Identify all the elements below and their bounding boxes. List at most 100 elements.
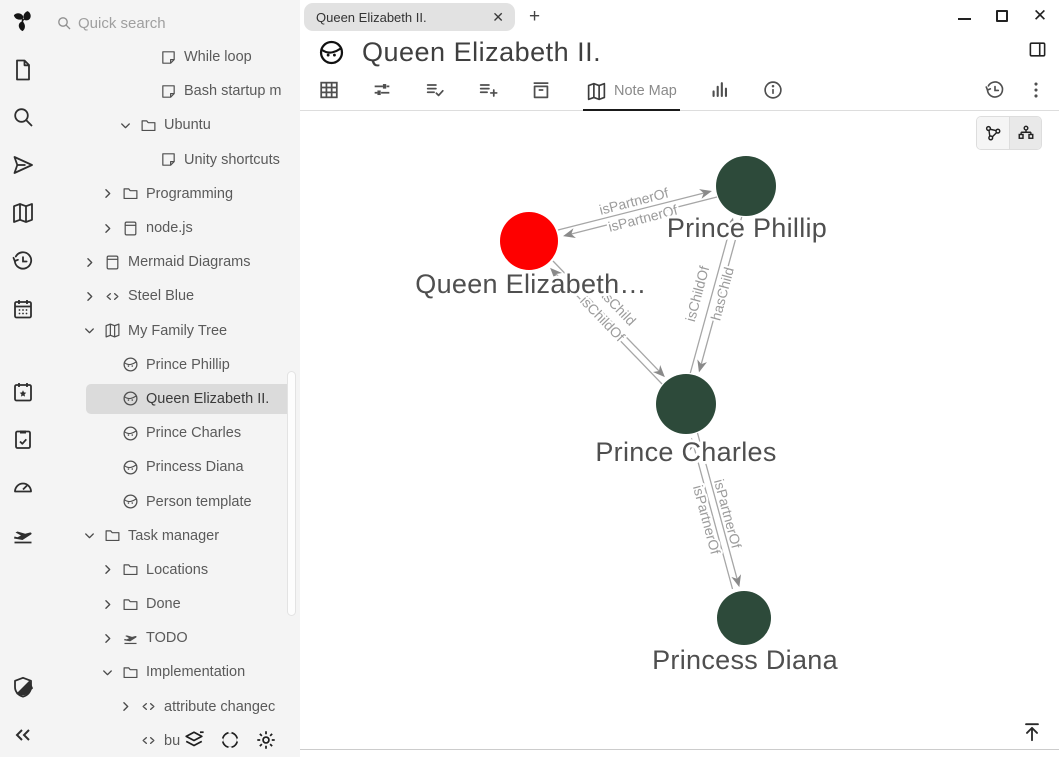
tree-item-attribute-changec[interactable]: attribute changec	[46, 690, 300, 724]
calendar-icon[interactable]	[11, 297, 35, 321]
collapse-pane-icon[interactable]	[11, 723, 35, 747]
analytics-icon[interactable]	[709, 79, 733, 103]
tree-item-programming[interactable]: Programming	[46, 177, 300, 211]
owned-attributes-icon[interactable]	[424, 79, 448, 103]
tree-item-label: While loop	[184, 49, 252, 66]
chevron-down-icon[interactable]	[100, 665, 122, 680]
chevron-right-icon[interactable]	[100, 186, 122, 201]
tree-item-locations[interactable]: Locations	[46, 553, 300, 587]
tree-item-prince-phillip[interactable]: Prince Phillip	[46, 348, 300, 382]
tree-scrollbar[interactable]	[288, 372, 295, 615]
task-list-icon[interactable]	[11, 427, 35, 451]
node-label-prince-charles: Prince Charles	[595, 437, 776, 467]
chevron-down-icon[interactable]	[118, 118, 140, 133]
chevron-right-icon[interactable]	[100, 597, 122, 612]
tab-close-icon[interactable]: ✕	[492, 8, 504, 25]
tree-item-label: Mermaid Diagrams	[128, 254, 251, 271]
note-icon	[160, 151, 178, 168]
new-tab-button[interactable]: +	[529, 6, 541, 27]
chevron-down-icon[interactable]	[82, 323, 104, 338]
tree-item-node-js[interactable]: node.js	[46, 211, 300, 245]
table-icon[interactable]	[318, 79, 342, 103]
info-icon[interactable]	[762, 79, 786, 103]
layers-icon[interactable]	[183, 729, 205, 751]
tree-item-princess-diana[interactable]: Princess Diana	[46, 450, 300, 484]
tree-item-ubuntu[interactable]: Ubuntu	[46, 108, 300, 142]
node-queen-elizabeth[interactable]	[500, 212, 558, 270]
jump-to-note-icon[interactable]	[11, 153, 35, 177]
node-prince-phillip[interactable]	[716, 156, 776, 216]
tree-item-label: node.js	[146, 220, 193, 237]
kebab-menu-icon[interactable]	[1025, 79, 1049, 103]
quick-search-input[interactable]: Quick search	[46, 10, 300, 36]
maximize-button[interactable]	[996, 10, 1008, 22]
search-icon[interactable]	[11, 105, 35, 129]
close-button[interactable]: ✕	[1032, 6, 1048, 25]
network-map-icon[interactable]	[977, 117, 1009, 149]
tab-title: Queen Elizabeth II.	[316, 9, 427, 25]
plane-icon	[122, 630, 140, 647]
edge-pc-pp	[689, 217, 735, 374]
tree-item-person-template[interactable]: Person template	[46, 484, 300, 518]
tree-item-mermaid-diagrams[interactable]: Mermaid Diagrams	[46, 245, 300, 279]
face-icon	[122, 493, 140, 510]
calendar-star-icon[interactable]	[11, 380, 35, 404]
chevron-down-icon[interactable]	[82, 528, 104, 543]
recent-changes-icon[interactable]	[11, 249, 35, 273]
window-controls: ✕	[958, 0, 1059, 32]
edge-pc-qe	[550, 267, 663, 385]
chevron-right-icon[interactable]	[82, 255, 104, 270]
face-icon	[122, 356, 140, 373]
tree-item-label: Unity shortcuts	[184, 151, 280, 168]
tree-item-my-family-tree[interactable]: My Family Tree	[46, 314, 300, 348]
tree-item-while-loop[interactable]: While loop	[46, 40, 300, 74]
archive-icon[interactable]	[530, 79, 554, 103]
tree-item-bu[interactable]: bu	[46, 724, 300, 757]
tree-item-implementation[interactable]: Implementation	[46, 655, 300, 689]
dashboard-icon[interactable]	[11, 475, 35, 499]
code-icon	[140, 698, 158, 715]
tree-item-prince-charles[interactable]: Prince Charles	[46, 416, 300, 450]
crosshair-icon[interactable]	[219, 729, 241, 751]
node-prince-charles[interactable]	[656, 374, 716, 434]
protected-session-icon[interactable]	[11, 675, 35, 699]
scroll-to-top-icon[interactable]	[1021, 721, 1043, 743]
chevron-right-icon[interactable]	[100, 562, 122, 577]
tree-item-label: Done	[146, 596, 181, 613]
tree-item-label: bu	[164, 732, 181, 749]
gear-icon[interactable]	[255, 729, 277, 751]
hierarchy-map-icon[interactable]	[1009, 117, 1041, 149]
tree-item-steel-blue[interactable]: Steel Blue	[46, 279, 300, 313]
note-map-tab[interactable]: Note Map	[583, 72, 680, 111]
tree-item-task-manager[interactable]: Task manager	[46, 519, 300, 553]
edge-pp-qe	[563, 196, 718, 238]
split-pane-icon[interactable]	[1028, 40, 1047, 59]
search-icon	[56, 15, 72, 31]
tree-item-label: Queen Elizabeth II.	[146, 390, 270, 407]
tab-queen-elizabeth[interactable]: Queen Elizabeth II. ✕	[304, 3, 515, 31]
tree-item-todo[interactable]: TODO	[46, 621, 300, 655]
tree-item-done[interactable]: Done	[46, 587, 300, 621]
node-princess-diana[interactable]	[717, 591, 771, 645]
note-map-graph[interactable]: isPartnerOf isPartnerOf hasChild isChild…	[300, 111, 1059, 750]
new-note-icon[interactable]	[11, 58, 35, 82]
note-map-icon[interactable]	[11, 201, 35, 225]
tree-item-unity-shortcuts[interactable]: Unity shortcuts	[46, 143, 300, 177]
minimize-button[interactable]	[958, 12, 971, 20]
tree-item-label: Person template	[146, 493, 252, 510]
promoted-attributes-icon[interactable]	[477, 79, 501, 103]
chevron-right-icon[interactable]	[118, 699, 140, 714]
chevron-right-icon[interactable]	[100, 631, 122, 646]
note-icon	[160, 83, 178, 100]
chevron-right-icon[interactable]	[82, 289, 104, 304]
face-icon	[122, 425, 140, 442]
tree-item-queen-elizabeth-ii[interactable]: Queen Elizabeth II.	[46, 382, 300, 416]
note-revisions-icon[interactable]	[984, 79, 1008, 103]
tree-item-bash-startup-m[interactable]: Bash startup m	[46, 74, 300, 108]
folder-icon	[140, 117, 158, 134]
todo-plane-icon[interactable]	[11, 523, 35, 547]
basic-properties-icon[interactable]	[371, 79, 395, 103]
note-tree: While loop Bash startup m Ubuntu Unity shor…	[46, 40, 300, 757]
chevron-right-icon[interactable]	[100, 221, 122, 236]
